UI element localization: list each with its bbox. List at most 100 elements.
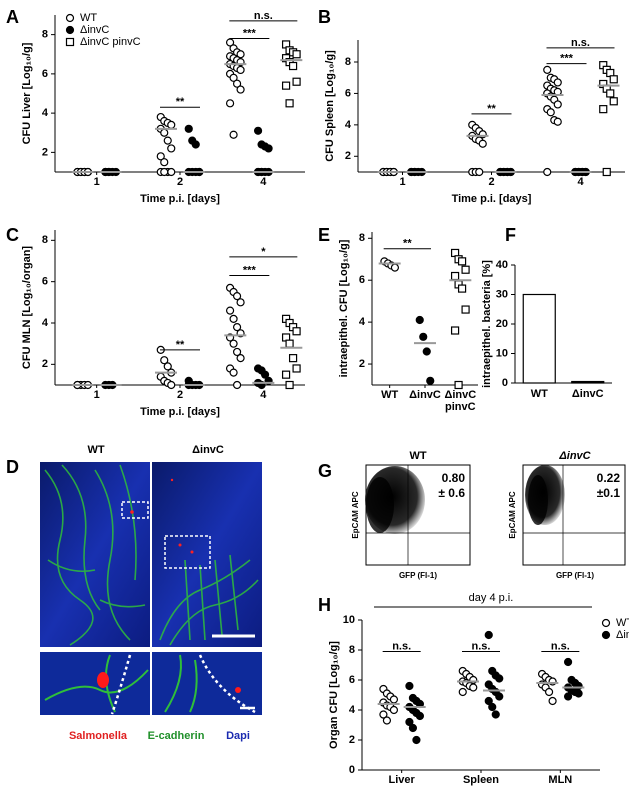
y-tick-label: 4 xyxy=(345,119,352,131)
legend-label: ΔinvC xyxy=(616,629,629,641)
x-tick-label: 2 xyxy=(176,176,184,188)
significance-label: * xyxy=(261,246,266,258)
y-tick-label: 8 xyxy=(42,29,48,41)
point xyxy=(563,692,573,701)
point xyxy=(285,339,294,348)
significance-label: n.s. xyxy=(392,640,411,652)
gate-error: ± 0.6 xyxy=(438,486,465,500)
y-tick-label: 0 xyxy=(502,377,508,389)
point xyxy=(563,657,573,667)
zoom-box xyxy=(121,501,149,519)
legend-marker xyxy=(65,13,75,23)
point xyxy=(450,271,460,281)
point xyxy=(229,130,238,139)
point xyxy=(292,327,301,336)
point xyxy=(461,305,470,314)
panel-letter: G xyxy=(318,461,332,481)
legend-marker xyxy=(601,618,611,628)
y-tick-label: 10 xyxy=(343,614,355,626)
x-tick-label: 2 xyxy=(176,389,184,401)
point xyxy=(184,124,193,133)
y-tick-label: 8 xyxy=(345,56,351,68)
event-cloud xyxy=(528,475,548,525)
chart-title: day 4 p.i. xyxy=(469,592,514,604)
x-tick-label: MLN xyxy=(548,774,573,786)
point xyxy=(405,717,414,727)
panel-letter: C xyxy=(6,225,19,245)
y-tick-label: 6 xyxy=(349,674,355,686)
point xyxy=(457,284,467,293)
x-tick-label-box: ΔinvC xyxy=(409,389,441,401)
cadherin-stain xyxy=(44,464,259,646)
panel-d: D WT ΔinvC Salmonella E-cadherin Dapi xyxy=(6,444,262,742)
point xyxy=(389,695,399,704)
point xyxy=(163,362,172,371)
y-axis-label: CFU MLN [Log₁₀/organ] xyxy=(21,246,33,369)
axis-label: GFP (Fl-1) xyxy=(556,571,594,580)
point xyxy=(389,705,399,715)
point xyxy=(232,347,242,357)
point xyxy=(236,65,245,75)
point xyxy=(232,323,242,332)
x-tick-label-box: 4 xyxy=(577,176,583,188)
point xyxy=(602,167,611,177)
image-title: WT xyxy=(87,444,104,456)
x-tick-label: Liver xyxy=(388,774,415,786)
x-tick-label-box: ΔinvC pinvC xyxy=(444,389,477,413)
point xyxy=(191,140,200,149)
point xyxy=(458,687,467,697)
legend-label: ΔinvC xyxy=(80,24,109,36)
border-line xyxy=(110,654,256,715)
x-tick-label: Spleen xyxy=(462,774,500,786)
point xyxy=(281,370,291,379)
point xyxy=(543,167,552,177)
y-tick-label: 6 xyxy=(359,274,365,286)
point xyxy=(415,711,425,721)
point xyxy=(285,380,294,390)
point xyxy=(167,120,176,130)
y-axis-label: intraepithel. CFU [Log₁₀/g] xyxy=(338,239,350,377)
point xyxy=(475,167,484,177)
point xyxy=(292,50,301,59)
y-axis-label: CFU Spleen [Log₁₀/g] xyxy=(324,50,336,162)
point xyxy=(412,735,421,745)
gate-percent: 0.22 xyxy=(597,471,621,485)
point xyxy=(229,314,238,323)
point xyxy=(426,376,435,385)
y-axis-label: Organ CFU [Log₁₀/g] xyxy=(328,641,340,749)
point xyxy=(415,315,424,325)
y-tick-label: 8 xyxy=(349,644,355,656)
cadherin-stain xyxy=(164,654,198,713)
x-tick-label-box: 4 xyxy=(260,176,266,188)
y-axis-label: CFU Liver [Log₁₀/g] xyxy=(21,42,33,144)
bar xyxy=(571,380,605,384)
x-tick-label: 2 xyxy=(488,176,495,188)
x-tick-label: 1 xyxy=(399,176,406,188)
point xyxy=(457,257,467,266)
point xyxy=(419,332,428,341)
point xyxy=(382,716,392,725)
plot-title: WT xyxy=(409,450,426,462)
x-tick-label-box: 1 xyxy=(94,176,100,188)
point xyxy=(553,100,562,109)
legend-marker xyxy=(65,25,75,35)
significance-label: ** xyxy=(403,238,412,250)
salmonella-stain xyxy=(97,672,109,688)
micrograph xyxy=(152,462,262,647)
flow-plot: ΔinvC 0.22 ±0.1 EpCAM APC GFP (Fl-1) xyxy=(508,450,626,580)
point xyxy=(236,354,245,363)
point xyxy=(553,117,562,126)
significance-label: ** xyxy=(487,103,496,115)
x-axis-label: Time p.i. [days] xyxy=(452,193,532,205)
x-tick-label: ΔinvC pinvC xyxy=(444,389,477,413)
panel-letter: E xyxy=(318,225,330,245)
y-tick-label: 4 xyxy=(359,316,366,328)
x-tick-label-box: MLN xyxy=(548,774,573,786)
point xyxy=(232,79,242,88)
point xyxy=(236,85,245,94)
point xyxy=(292,77,301,86)
point xyxy=(229,368,238,377)
legend-label: ΔinvC pinvC xyxy=(80,36,141,48)
point xyxy=(484,696,493,706)
flow-plot: WT 0.80 ± 0.6 EpCAM APC GFP (Fl-1) xyxy=(351,450,471,580)
